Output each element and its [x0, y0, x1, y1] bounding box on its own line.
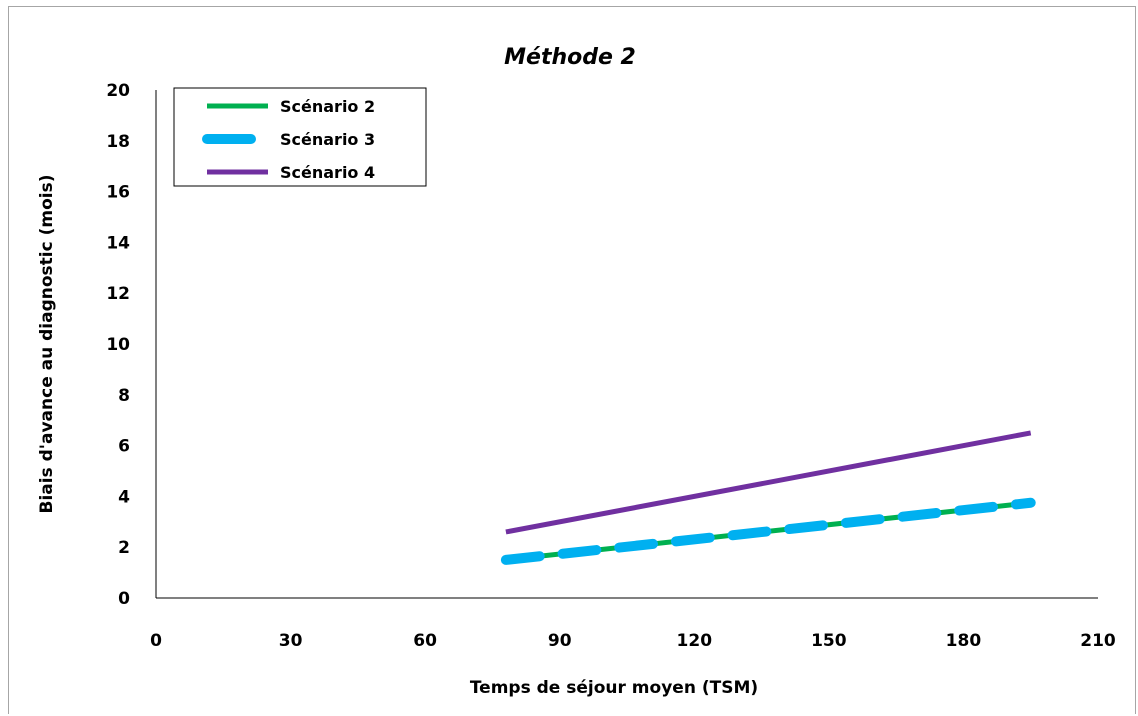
x-tick-label: 180 — [946, 631, 982, 651]
y-tick-label: 2 — [118, 538, 130, 558]
y-tick-label: 16 — [106, 183, 130, 203]
y-tick-label: 12 — [106, 284, 130, 304]
x-tick-label: 60 — [413, 631, 437, 651]
y-tick-label: 18 — [106, 132, 130, 152]
y-tick-label: 8 — [118, 386, 130, 406]
x-tick-labels: 0 30 60 90 120 150 180 210 — [150, 631, 1116, 651]
y-tick-label: 20 — [106, 81, 130, 101]
chart-title: Méthode 2 — [504, 45, 636, 70]
legend-label: Scénario 4 — [280, 163, 375, 182]
x-tick-label: 150 — [811, 631, 847, 651]
legend-label: Scénario 3 — [280, 130, 375, 149]
y-tick-labels: 0 2 4 6 8 10 12 14 16 18 20 — [106, 81, 130, 609]
x-tick-label: 90 — [548, 631, 572, 651]
x-tick-label: 120 — [677, 631, 713, 651]
y-tick-label: 10 — [106, 335, 130, 355]
y-tick-label: 4 — [118, 487, 130, 507]
legend: Scénario 2 Scénario 3 Scénario 4 — [173, 87, 427, 187]
y-tick-label: 0 — [118, 589, 130, 609]
x-tick-label: 0 — [150, 631, 162, 651]
series-line-3 — [505, 430, 1032, 535]
x-axis-title: Temps de séjour moyen (TSM) — [470, 678, 758, 698]
legend-label: Scénario 2 — [280, 97, 375, 116]
x-tick-label: 210 — [1080, 631, 1116, 651]
y-tick-label: 6 — [118, 437, 130, 457]
x-tick-label: 30 — [279, 631, 303, 651]
y-axis-title: Biais d'avance au diagnostic (mois) — [37, 174, 57, 513]
y-tick-label: 14 — [106, 233, 130, 253]
series-line-2 — [500, 497, 1036, 565]
series-layer — [500, 430, 1036, 565]
chart-frame — [8, 6, 1136, 714]
